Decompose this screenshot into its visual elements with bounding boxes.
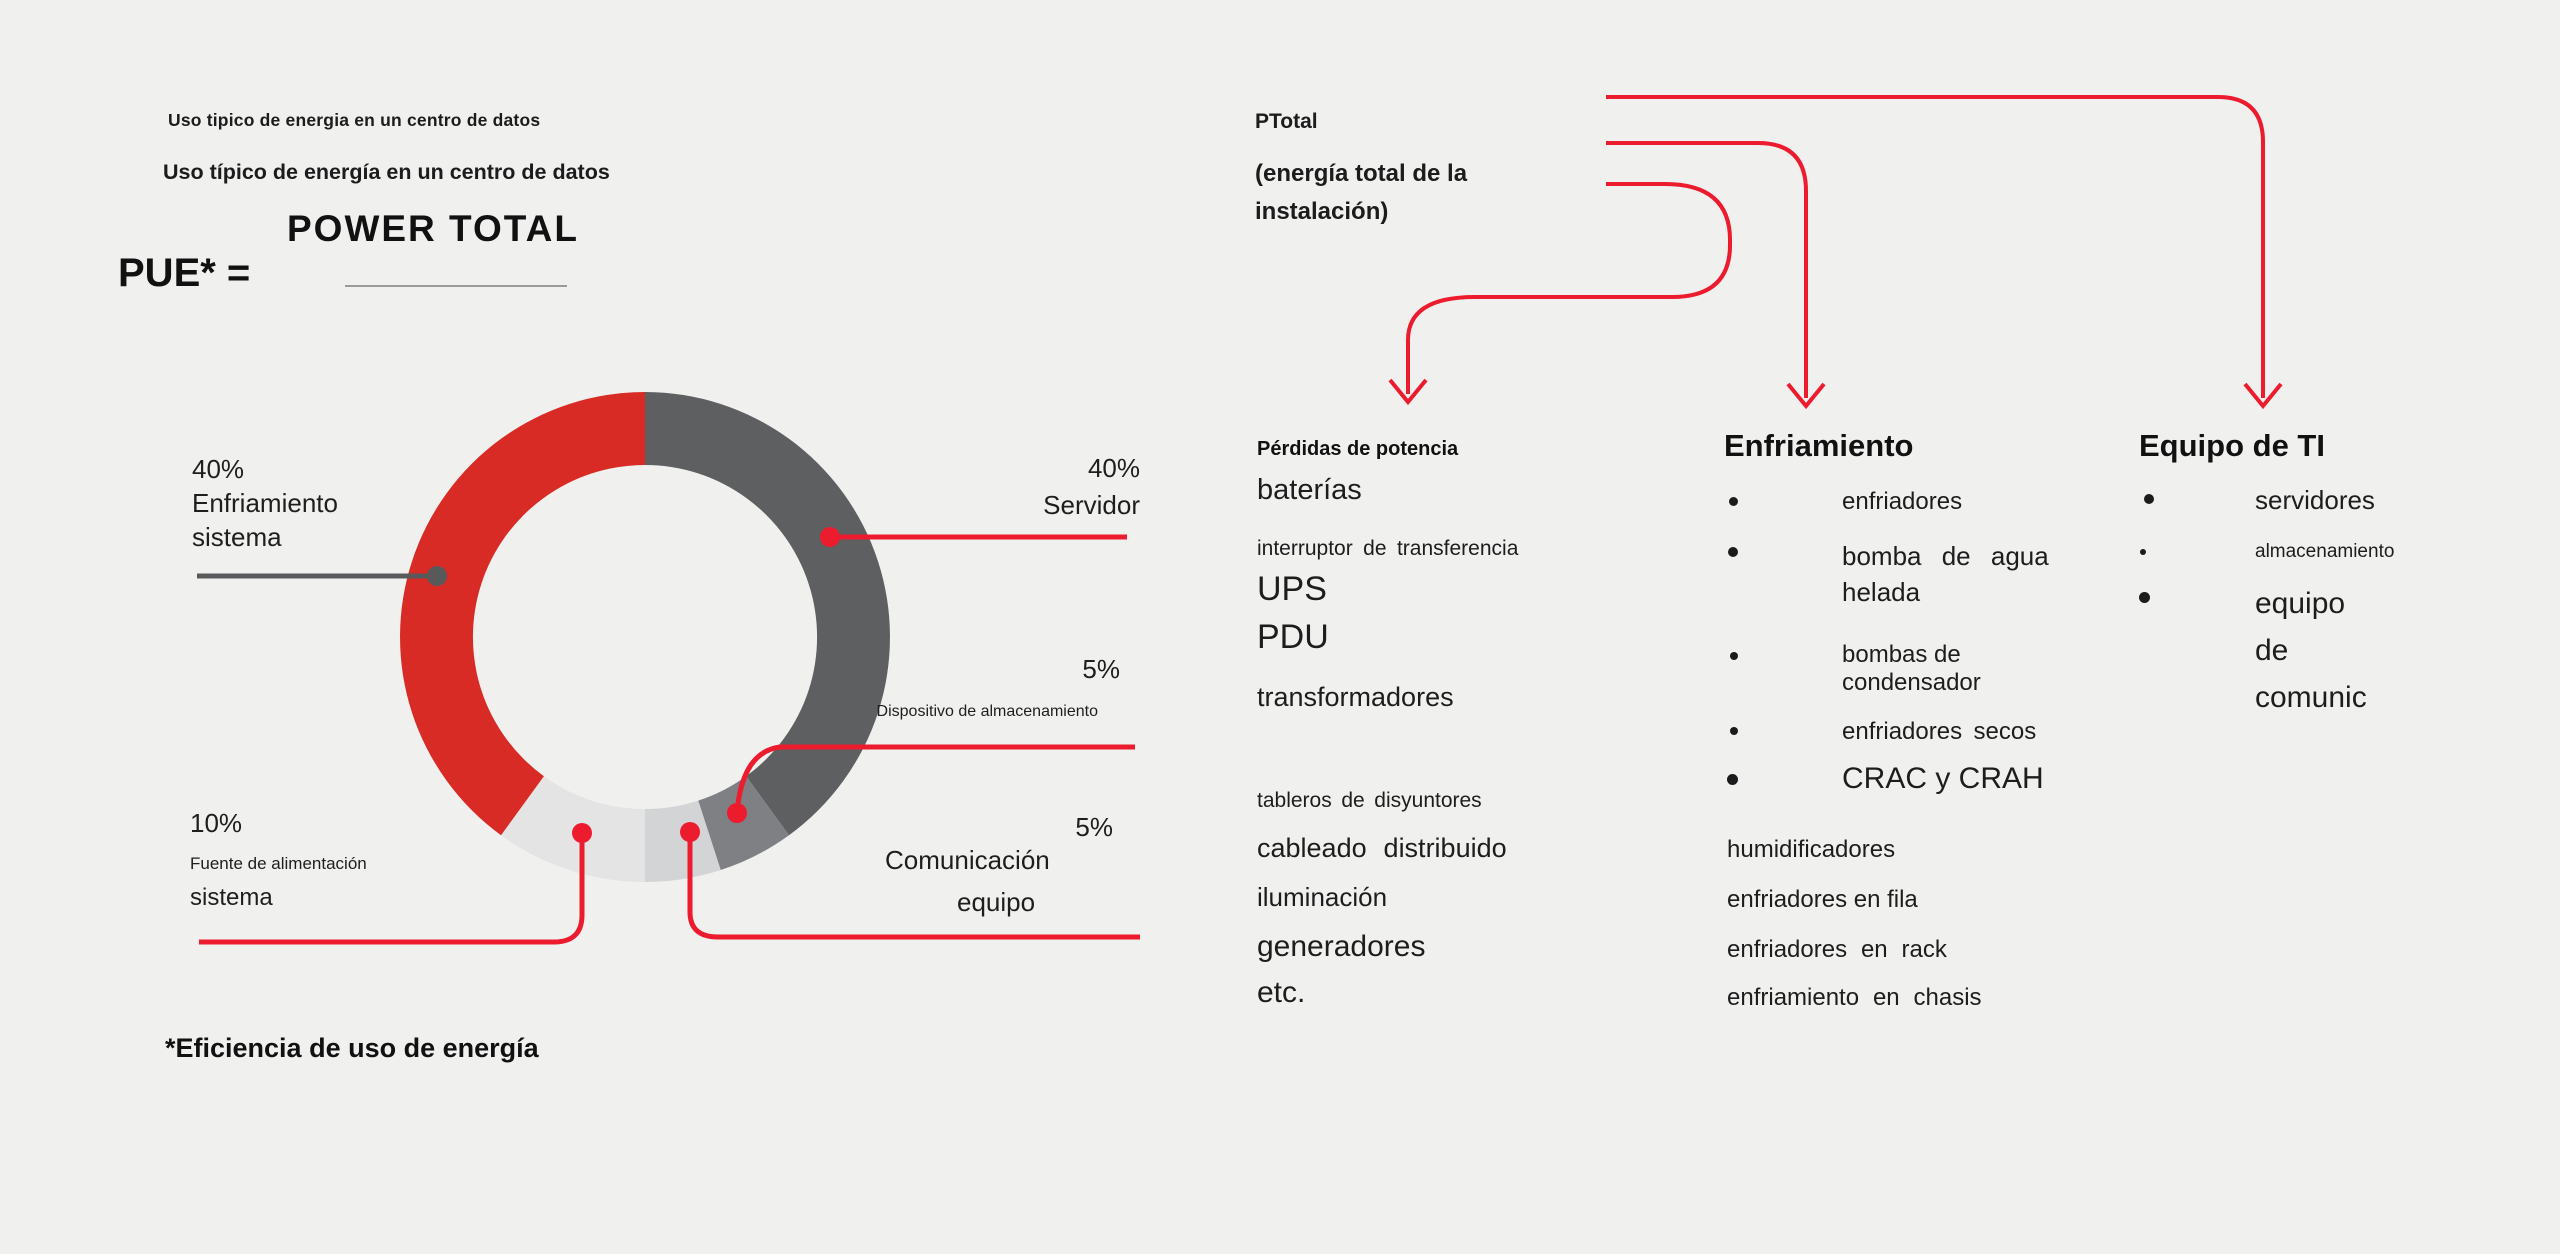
donut-segment [645,800,721,882]
bullet-icon [2139,592,2150,603]
label-servidor: 40% Servidor [1043,453,1140,520]
chart-title-large: Uso típico de energía en un centro de da… [163,160,610,184]
label-fuente-pct: 10% [190,808,243,838]
perdidas-item: baterías [1257,474,1362,506]
connector-dot-servidor [820,527,840,547]
ptotal-description: (energía total de la instalación) [1255,160,1468,225]
enfriamiento-item: enfriadores en fila [1727,886,1918,913]
arrowhead-equipo-ti-icon [2243,382,2283,410]
heading-equipo-ti: Equipo de TI [2139,428,2325,463]
perdidas-item: cableado distribuido [1257,833,1507,863]
connector-comunicacion [687,832,1140,940]
enfriamiento-item: enfriadores [1842,488,1963,515]
bullet-icon [1730,652,1738,660]
enfriamiento-item: enfriamiento en chasis [1727,984,1982,1011]
arrow-enfriamiento [1606,141,1808,398]
label-dispositivo: Dispositivo de almacenamiento [876,703,1098,720]
label-comunicacion-pct: 5% [1075,812,1113,842]
bullet-icon [1730,727,1738,735]
donut-segment [645,392,890,836]
donut-chart [400,392,890,882]
connector-dot-comunicacion [680,822,700,842]
arrowhead-enfriamiento-icon [1786,382,1826,410]
arrow-equipo-ti [1606,95,2265,398]
label-enfriamiento-sistema: 40% Enfriamiento sistema [192,454,338,552]
enfriamiento-item: humidificadores [1727,836,1896,863]
label-comunicacion: Comunicación [885,845,1050,875]
donut-segment [400,392,645,836]
perdidas-item: PDU [1257,618,1329,656]
label-fuente-sistema: sistema [190,884,273,911]
perdidas-item: generadores [1257,930,1426,963]
enfriamiento-item: enfriadores en rack [1727,936,1947,963]
heading-enfriamiento: Enfriamiento [1724,428,1914,463]
label-comunicacion-equipo: equipo [957,887,1036,917]
bullet-icon [1727,774,1738,785]
arrow-perdidas [1406,182,1732,394]
footnote: *Eficiencia de uso de energía [165,1033,539,1063]
enfriamiento-item: enfriadores secos [1842,718,2037,745]
chart-title-small: Uso tipico de energia en un centro de da… [168,110,541,130]
heading-perdidas: Pérdidas de potencia [1257,438,1459,460]
donut-segment [698,776,789,870]
perdidas-item: transformadores [1257,682,1454,712]
equipo-ti-item: equipo de comunic [2255,587,2367,714]
enfriamiento-item: bombas de condensador [1842,641,1981,696]
label-fuente: Fuente de alimentación [190,854,367,873]
connector-dot-enfriamiento [427,566,447,586]
connector-dot-dispositivo [727,803,747,823]
fraction-bar [345,285,567,287]
arrowhead-perdidas-icon [1388,378,1428,406]
bullet-icon [1729,497,1738,506]
ptotal-name: PTotal [1255,110,1318,133]
perdidas-item: iluminación [1257,882,1388,912]
bullet-icon [1728,547,1738,557]
formula-lhs: PUE* = [118,251,251,295]
label-dispositivo-pct: 5% [1082,654,1120,684]
perdidas-item: tableros de disyuntores [1257,789,1482,812]
equipo-ti-item: almacenamiento [2255,541,2395,562]
perdidas-item: interruptor de transferencia [1257,537,1519,560]
enfriamiento-item: bomba de agua helada [1842,541,2049,607]
bullet-icon [2140,549,2146,555]
equipo-ti-item: servidores [2255,485,2375,515]
enfriamiento-item: CRAC y CRAH [1842,762,2044,795]
connector-dot-fuente [572,823,592,843]
connector-fuente [199,833,585,945]
bullet-icon [2144,494,2154,504]
perdidas-item: etc. [1257,976,1306,1009]
formula-numerator: POWER TOTAL [287,208,579,249]
connector-dispositivo [734,744,1135,814]
perdidas-item: UPS [1257,570,1327,608]
